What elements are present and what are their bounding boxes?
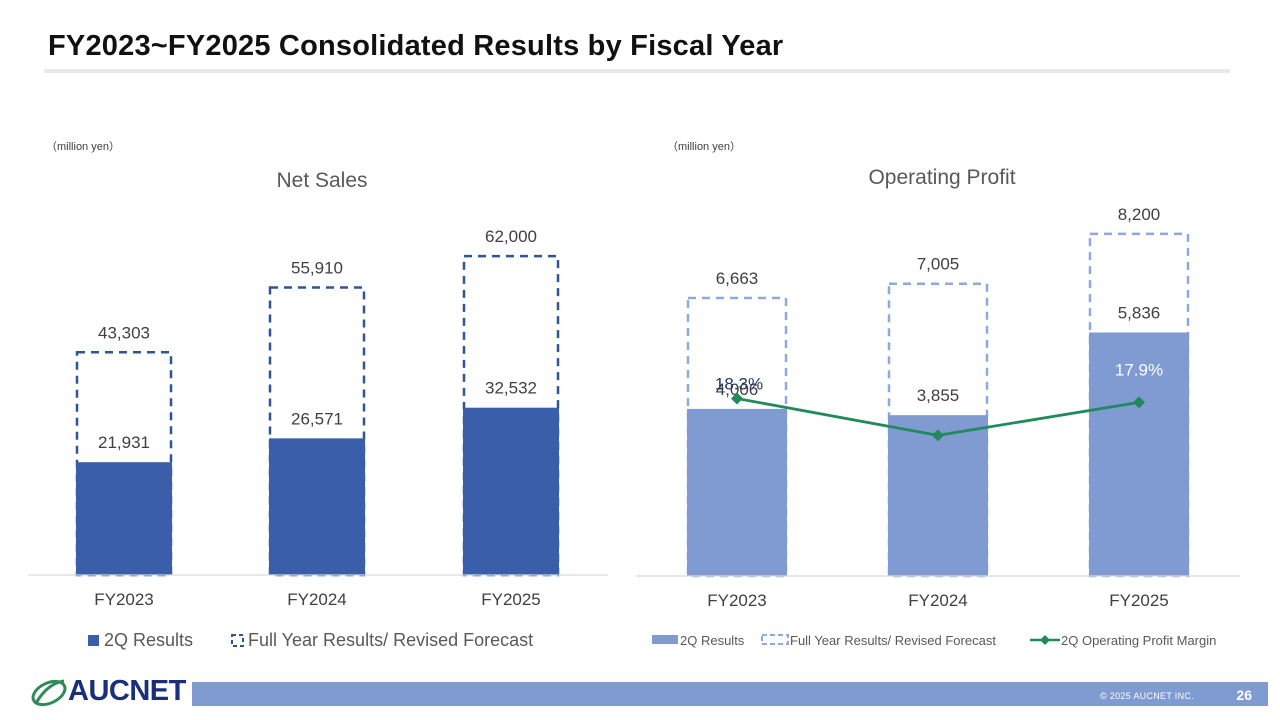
legend-results-swatch — [88, 635, 99, 646]
result-value-label: 32,532 — [485, 379, 537, 398]
logo-swoosh-icon — [31, 679, 67, 707]
legend-margin-label: 2Q Operating Profit Margin — [1061, 633, 1216, 648]
legend-results-swatch — [652, 635, 678, 644]
legend-forecast-swatch — [761, 634, 789, 645]
forecast-bar — [268, 286, 366, 577]
page-title: FY2023~FY2025 Consolidated Results by Fi… — [48, 30, 784, 62]
forecast-value-label: 8,200 — [1118, 205, 1161, 224]
result-bar — [1089, 332, 1189, 576]
logo-text: AUCNET — [68, 675, 186, 707]
forecast-value-label: 6,663 — [716, 269, 759, 288]
legend-forecast-swatch — [231, 634, 244, 647]
copyright-text: © 2025 AUCNET INC. — [1100, 691, 1194, 701]
page-number: 26 — [1236, 687, 1252, 703]
forecast-value-label: 55,910 — [291, 258, 343, 277]
forecast-value-label: 43,303 — [98, 323, 150, 342]
legend-results-label: 2Q Results — [104, 630, 193, 650]
result-value-label: 5,836 — [1118, 304, 1161, 323]
legend-forecast-label: Full Year Results/ Revised Forecast — [248, 630, 533, 650]
result-bar — [269, 438, 365, 575]
chart-title: Net Sales — [276, 169, 367, 192]
charts-canvas: （million yen） Net Sales 43,303 21,931 FY2023… — [28, 140, 1240, 650]
margin-point — [1133, 396, 1145, 409]
footer-bar — [192, 682, 1268, 706]
category-tick-label: FY2025 — [1109, 591, 1169, 610]
unit-label: （million yen） — [46, 140, 120, 153]
margin-point — [731, 392, 743, 405]
chart-title: Operating Profit — [868, 166, 1015, 189]
category-tick-label: FY2025 — [481, 590, 541, 609]
result-value-label: 26,571 — [291, 409, 343, 428]
legend-margin-marker — [1040, 635, 1050, 645]
margin-value-label: 18.3% — [715, 374, 763, 393]
legend-forecast-label: Full Year Results/ Revised Forecast — [790, 633, 996, 648]
legend-results-label: 2Q Results — [680, 633, 745, 648]
unit-label: （million yen） — [667, 140, 741, 153]
result-value-label: 21,931 — [98, 433, 150, 452]
margin-point — [932, 429, 944, 442]
aucnet-logo: AUCNET — [30, 675, 186, 711]
category-tick-label: FY2023 — [94, 590, 154, 609]
result-bar — [888, 415, 988, 576]
result-bar — [687, 408, 787, 576]
result-bar — [76, 462, 172, 575]
category-tick-label: FY2024 — [287, 590, 347, 609]
forecast-value-label: 62,000 — [485, 227, 537, 246]
result-value-label: 3,855 — [917, 386, 960, 405]
margin-value-label: 14.5% — [916, 399, 964, 418]
result-value-label: 4,006 — [716, 380, 759, 399]
category-tick-label: FY2024 — [908, 591, 968, 610]
title-divider — [44, 69, 1230, 73]
category-tick-label: FY2023 — [707, 591, 767, 610]
margin-value-label: 17.9% — [1115, 360, 1163, 379]
forecast-value-label: 7,005 — [917, 255, 960, 274]
result-bar — [463, 407, 559, 575]
